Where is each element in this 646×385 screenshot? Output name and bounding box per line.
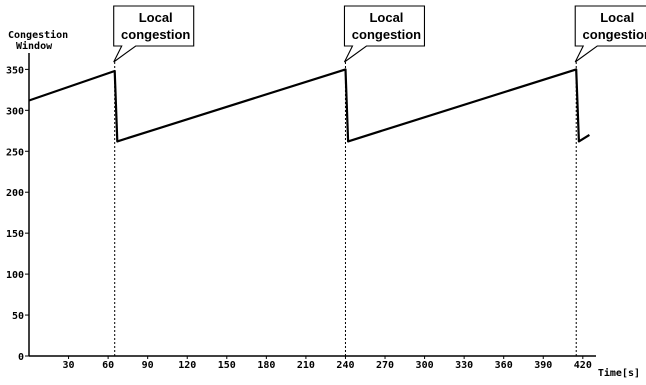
x-tick-label: 210 <box>297 360 315 371</box>
y-tick-label: 50 <box>12 311 24 322</box>
y-ticks: 0 50 100 150 200 250 300 350 <box>6 65 29 363</box>
callout-local-congestion: Local congestion <box>574 5 646 63</box>
x-tick-label: 120 <box>178 360 196 371</box>
series-layer <box>28 68 590 143</box>
congestion-window-line <box>28 68 590 143</box>
callout-local-congestion: Local congestion <box>113 5 195 63</box>
x-tick-label: 420 <box>574 360 592 371</box>
x-tick-label: 330 <box>455 360 473 371</box>
x-tick-label: 60 <box>102 360 114 371</box>
callout-box <box>574 5 646 63</box>
callouts: Local congestion Local congestion Local conge… <box>113 5 646 63</box>
x-tick-label: 30 <box>63 360 75 371</box>
y-axis-title-line-1: Congestion <box>8 29 68 41</box>
x-tick-label: 390 <box>534 360 552 371</box>
x-axis-title: Time[s] <box>598 367 640 379</box>
y-tick-label: 200 <box>6 188 24 199</box>
y-axis-title-line-2: Window <box>16 40 53 52</box>
x-tick-label: 150 <box>218 360 236 371</box>
event-lines <box>114 62 577 356</box>
y-tick-label: 0 <box>18 352 24 363</box>
y-tick-label: 100 <box>6 270 24 281</box>
x-tick-label: 360 <box>495 360 513 371</box>
callout-text-line-1: Local <box>600 10 634 25</box>
callout-local-congestion: Local congestion <box>343 5 426 63</box>
y-tick-label: 350 <box>6 65 24 76</box>
y-tick-label: 150 <box>6 229 24 240</box>
callout-text-line-1: Local <box>369 10 403 25</box>
callout-text-line-2: congestion <box>121 27 190 42</box>
callout-box <box>343 5 426 63</box>
x-ticks: 30 60 90 120 150 180 210 240 270 300 330 360 390 420 <box>63 356 592 371</box>
x-tick-label: 90 <box>142 360 154 371</box>
callout-text-line-1: Local <box>139 10 173 25</box>
x-tick-label: 240 <box>336 360 354 371</box>
callout-box <box>113 5 195 63</box>
y-tick-label: 300 <box>6 106 24 117</box>
y-tick-label: 250 <box>6 147 24 158</box>
callout-text-line-2: congestion <box>352 27 421 42</box>
x-tick-label: 180 <box>257 360 275 371</box>
x-tick-label: 300 <box>416 360 434 371</box>
x-tick-label: 270 <box>376 360 394 371</box>
callout-text-line-2: congestion <box>583 27 646 42</box>
